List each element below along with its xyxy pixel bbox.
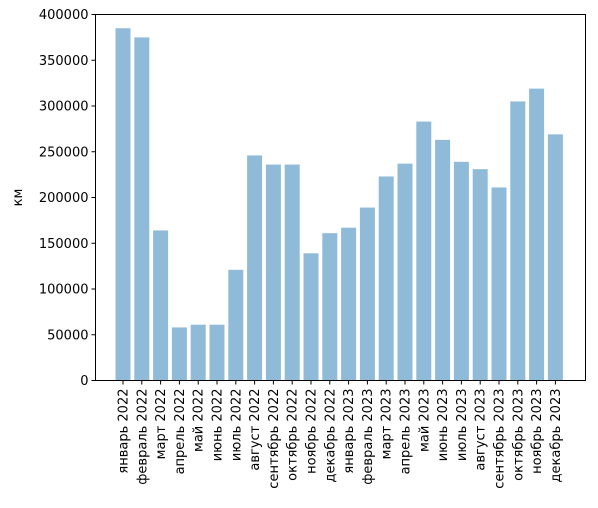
x-tick-label: ноябрь 2022 [305,389,320,474]
x-tick-label: май 2023 [417,389,432,452]
x-tick-label: июль 2023 [455,389,470,462]
x-tick-label: декабрь 2023 [549,389,564,483]
bar [472,169,488,381]
x-tick-label: август 2023 [474,389,489,471]
x-tick-label: март 2022 [154,389,169,460]
bar [209,324,225,381]
y-tick-label: 150000 [39,237,89,252]
bar [171,327,187,381]
bar [265,164,281,381]
y-axis-label: км [11,189,26,207]
x-tick-label: июнь 2023 [436,388,451,461]
bar [228,269,244,381]
y-tick-label: 400000 [39,8,89,23]
bar [510,101,526,381]
x-tick-label: сентябрь 2022 [267,389,282,489]
bar [359,207,375,381]
x-tick-label: ноябрь 2023 [530,389,545,474]
bar [378,176,394,381]
bar [247,155,263,381]
y-tick-label: 300000 [39,100,89,115]
x-axis-ticks: январь 2022 февраль 2022 март 2022 апрель 2… [117,380,564,489]
x-tick-label: апрель 2023 [399,389,414,475]
bar [529,88,545,381]
bars [115,28,563,381]
bar [190,324,206,381]
x-tick-label: август 2022 [248,389,263,471]
x-tick-label: июнь 2022 [211,389,226,462]
bar [341,227,357,381]
y-tick-label: 250000 [39,145,89,160]
x-tick-label: октябрь 2023 [511,389,526,481]
plot-frame [95,14,586,381]
y-tick-label: 0 [80,374,88,389]
bar [134,37,150,381]
x-tick-label: июль 2022 [229,389,244,462]
bar [547,134,563,381]
x-tick-label: февраль 2023 [361,389,376,485]
x-tick-label: март 2023 [380,389,395,460]
x-tick-label: декабрь 2022 [323,389,338,483]
x-tick-label: январь 2023 [342,389,357,474]
y-tick-label: 100000 [39,283,89,298]
bar [453,161,469,381]
bar [416,121,432,381]
bar [115,28,131,381]
bar [397,163,413,381]
x-tick-label: сентябрь 2023 [493,389,508,489]
bar [153,230,169,381]
x-tick-label: январь 2022 [117,389,132,474]
x-tick-label: май 2022 [192,389,207,452]
x-tick-label: апрель 2022 [173,389,188,475]
bar [284,164,300,381]
x-tick-label: октябрь 2022 [286,389,301,481]
y-tick-label: 350000 [39,54,89,69]
y-tick-label: 200000 [39,191,89,206]
y-axis-ticks: 0 50000 100000 150000 200000 250000 300000 3500… [39,8,96,389]
bar [491,187,507,381]
x-tick-label: февраль 2022 [135,389,150,485]
bar [303,253,319,381]
bar [435,139,451,381]
bar [322,233,338,381]
y-tick-label: 50000 [47,328,88,343]
